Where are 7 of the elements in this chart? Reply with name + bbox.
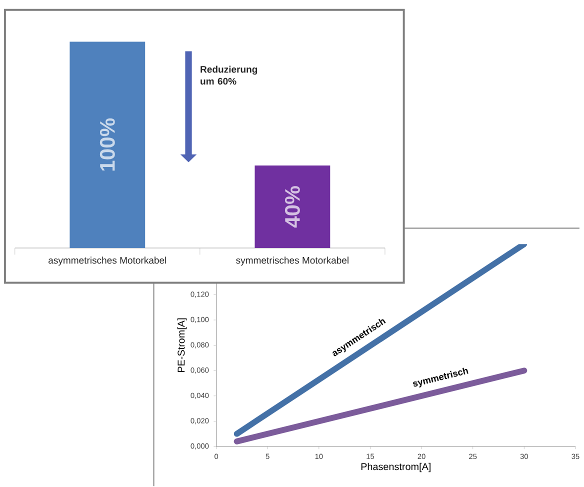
x-tick-label: asymmetrisches Motorkabel [48,256,166,266]
x-axis-title: Phasenstrom[A] [361,462,430,472]
x-tick-label: symmetrisches Motorkabel [236,256,348,266]
y-axis-title: PE-Strom[A] [177,318,187,372]
data-label: 100% [100,118,115,171]
annotation: Reduzierung um 60% [200,66,258,85]
data-label: 40% [284,186,300,228]
